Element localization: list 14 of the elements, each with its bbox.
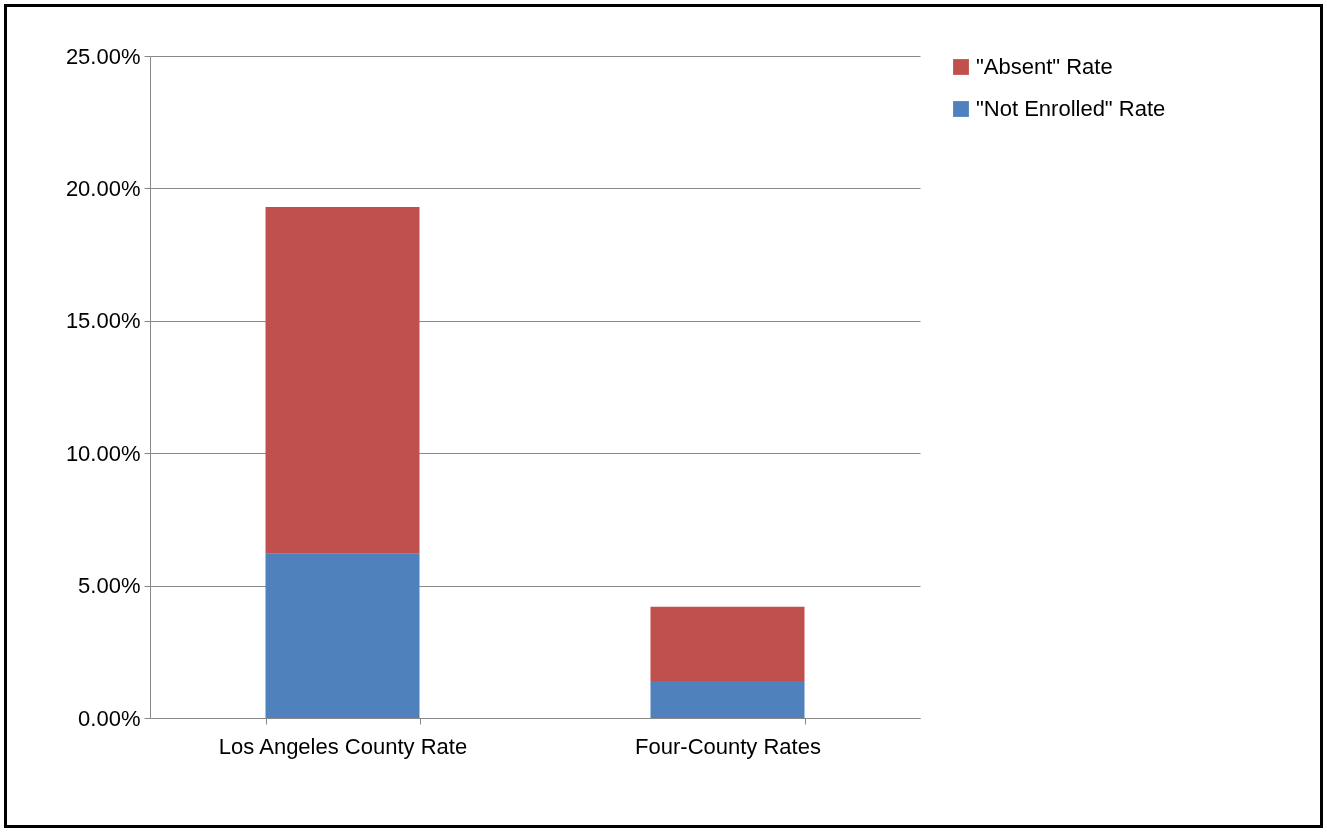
x-tick-label: Four-County Rates <box>635 733 821 759</box>
x-tick-label: Los Angeles County Rate <box>218 733 468 759</box>
y-tick-label: 20.00% <box>65 175 141 201</box>
y-tick-label: 5.00% <box>78 573 141 599</box>
legend-label: "Not Enrolled" Rate <box>976 96 1166 121</box>
bar <box>650 680 805 718</box>
bar <box>265 553 420 718</box>
bar <box>650 606 805 681</box>
y-tick-label: 25.00% <box>65 43 141 69</box>
y-tick-label: 15.00% <box>65 308 141 334</box>
legend-label: "Absent" Rate <box>976 54 1113 79</box>
y-tick-label: 10.00% <box>65 440 141 466</box>
bar <box>265 206 420 554</box>
y-tick-label: 0.00% <box>78 705 141 731</box>
